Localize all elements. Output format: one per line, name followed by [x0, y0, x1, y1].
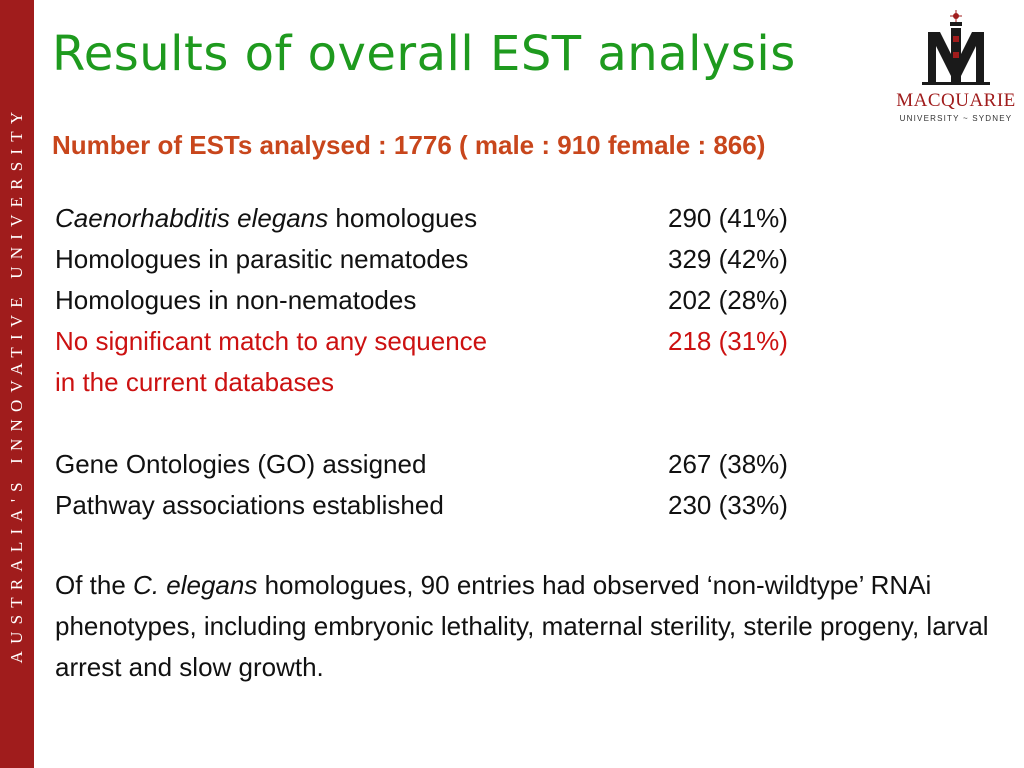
row-label: Homologues in parasitic nematodes	[55, 244, 469, 274]
para-prefix: Of the	[55, 570, 134, 600]
row-value: 329 (42%)	[668, 244, 788, 274]
sidebar-slogan: AUSTRALIA'S INNOVATIVE UNIVERSITY	[7, 104, 26, 664]
row-label: in the current databases	[55, 367, 334, 397]
row-value: 230 (33%)	[668, 490, 788, 520]
para-species: C. elegans	[133, 570, 258, 600]
row-label: Gene Ontologies (GO) assigned	[55, 449, 427, 479]
row-label: Homologues in non-nematodes	[55, 285, 417, 315]
para-rest: homologues, 90 entries had observed ‘non…	[55, 570, 989, 682]
slide-title: Results of overall EST analysis	[52, 26, 796, 82]
sidebar-band: AUSTRALIA'S INNOVATIVE UNIVERSITY	[0, 0, 34, 768]
row-value: 202 (28%)	[668, 285, 788, 315]
row-label: homologues	[328, 203, 478, 233]
row-label: No significant match to any sequence	[55, 326, 488, 356]
lighthouse-m-icon	[922, 10, 990, 85]
row-label-italic: Caenorhabditis elegans	[55, 203, 329, 233]
logo-wordmark: MACQUARIE	[896, 90, 1016, 111]
university-logo: MACQUARIE UNIVERSITY ~ SYDNEY	[892, 8, 1020, 124]
row-value: 267 (38%)	[668, 449, 788, 479]
logo-subtext: UNIVERSITY ~ SYDNEY	[899, 114, 1013, 123]
row-value: 290 (41%)	[668, 203, 788, 233]
ests-summary: Number of ESTs analysed : 1776 ( male : …	[52, 130, 766, 160]
rnai-paragraph: Of the C. elegans homologues, 90 entries…	[55, 565, 1005, 688]
row-value: 218 (31%)	[668, 326, 788, 356]
row-label: Pathway associations established	[55, 490, 444, 520]
